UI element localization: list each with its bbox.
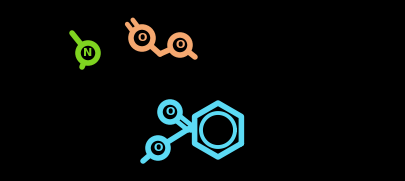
Circle shape	[131, 27, 153, 49]
Circle shape	[160, 102, 179, 122]
Circle shape	[78, 43, 98, 63]
Text: O: O	[153, 143, 162, 153]
Text: O: O	[165, 107, 174, 117]
Text: O: O	[137, 33, 146, 43]
Text: N: N	[83, 48, 92, 58]
Circle shape	[170, 35, 190, 55]
Circle shape	[148, 138, 168, 158]
Text: O: O	[175, 40, 184, 50]
